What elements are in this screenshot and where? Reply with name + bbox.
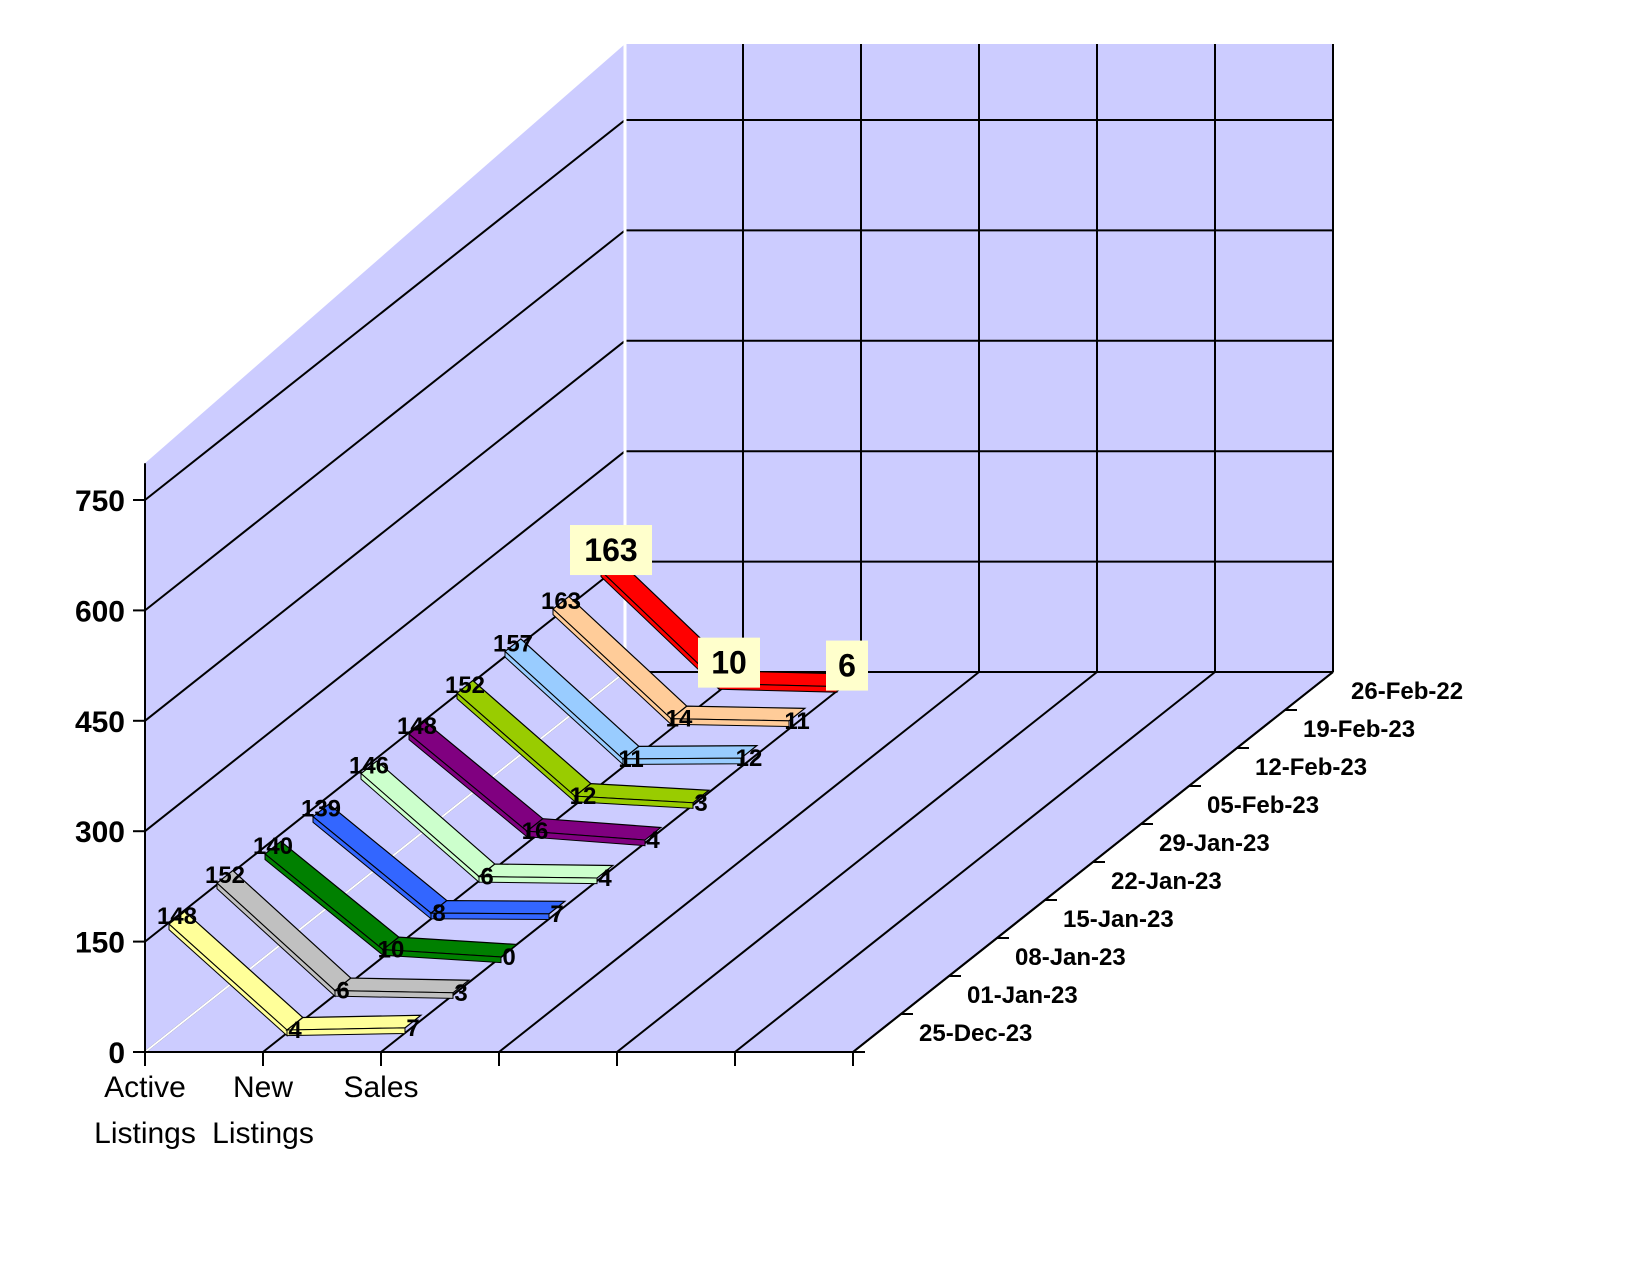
series-ribbon-edge [430,912,550,920]
series-label: 01-Jan-23 [967,982,1078,1009]
x-tick-label: Listings [94,1117,196,1150]
series-ribbon-edge [334,990,454,999]
series-label: 29-Jan-23 [1159,830,1270,857]
series-ribbon-edge [478,876,598,885]
left-wall [145,44,625,1052]
series-label: 22-Jan-23 [1111,868,1222,895]
data-label: 4 [598,865,612,892]
data-label: 3 [694,790,707,817]
series-ribbon-edge [574,795,694,809]
y-tick-label: 450 [75,706,125,739]
data-label-box [698,637,760,688]
y-tick-label: 750 [75,485,125,518]
data-label: 10 [378,937,405,964]
data-label: 12 [570,783,597,810]
data-label: 3 [454,980,467,1007]
x-tick-label: Active [104,1071,186,1104]
series-label: 12-Feb-23 [1255,754,1367,781]
data-label: 6 [336,978,349,1005]
data-label: 16 [522,818,549,845]
data-label: 4 [646,827,660,854]
data-label: 4 [288,1017,302,1044]
data-label: 6 [480,864,493,891]
data-label: 163 [584,532,637,568]
data-label: 8 [432,900,445,927]
data-label: 11 [784,708,809,735]
data-label: 12 [736,745,763,772]
data-label: 7 [406,1015,419,1042]
floor-gridline [380,671,862,1053]
y-tick-label: 150 [75,927,125,960]
data-label-box [826,640,868,691]
series-label: 25-Dec-23 [919,1020,1032,1047]
side-gridline [144,340,626,722]
data-label: 7 [550,901,563,928]
y-tick-label: 600 [75,595,125,628]
series-label: 26-Feb-22 [1351,678,1463,705]
floor-gridline [734,671,1216,1053]
series-ribbon [477,863,615,879]
floor-gridline [616,671,1098,1053]
data-label: 10 [711,645,747,681]
data-label: 152 [205,862,245,889]
x-tick-label: Listings [212,1117,314,1150]
y-tick-label: 300 [75,816,125,849]
data-label: 152 [445,672,485,699]
side-gridline [144,119,626,501]
data-label: 6 [838,648,856,684]
data-label-box [570,525,652,576]
series-ribbon-edge [382,949,502,964]
data-label: 0 [502,944,515,971]
series-label: 19-Feb-23 [1303,716,1415,743]
data-label: 140 [253,833,293,860]
series-label: 05-Feb-23 [1207,792,1319,819]
y-tick-label: 0 [108,1037,125,1070]
data-label: 14 [666,706,693,733]
data-label: 139 [301,796,341,823]
series-ribbon-edge [670,718,790,728]
series-label: 08-Jan-23 [1015,944,1126,971]
floor-gridline [498,671,980,1053]
side-gridline [144,229,626,612]
side-gridline [144,450,626,832]
data-label: 146 [349,753,389,780]
data-label: 148 [157,903,197,930]
series-ribbon-edge [526,830,646,847]
data-label: 163 [541,588,581,615]
series-ribbon [429,899,567,915]
series-ribbon-edge [622,757,742,766]
series-label: 15-Jan-23 [1063,906,1174,933]
series-ribbon-edge [286,1027,406,1037]
data-label: 148 [397,713,437,740]
x-tick-label: New [233,1071,293,1104]
data-label: 11 [618,746,643,773]
data-label: 157 [493,630,533,657]
x-tick-label: Sales [343,1071,418,1104]
